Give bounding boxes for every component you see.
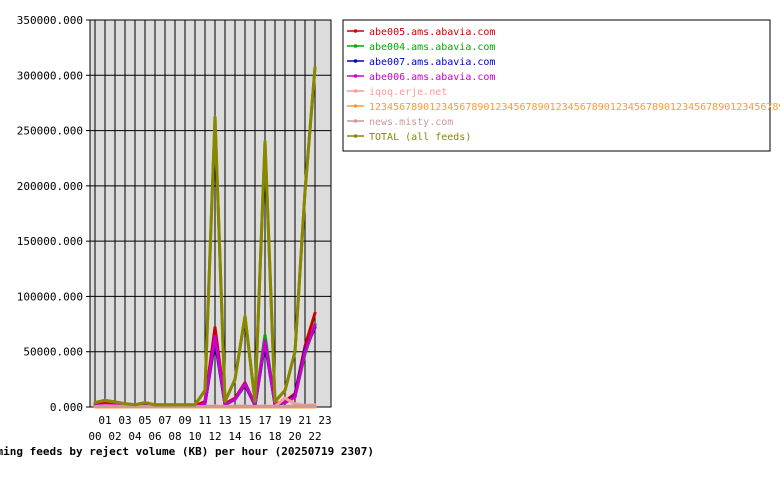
x-tick-label: 04: [128, 430, 142, 443]
legend-label: abe006.ams.abavia.com: [369, 72, 495, 83]
y-axis: 0.000 50000.000 100000.000 150000.000 200000…: [17, 14, 90, 414]
legend-marker: [353, 74, 358, 78]
y-tick-label: 150000.000: [17, 235, 83, 248]
x-tick-label: 05: [138, 414, 151, 427]
x-tick-label: 02: [108, 430, 121, 443]
x-tick-label: 03: [118, 414, 131, 427]
chart-title: Incoming feeds by reject volume (KB) per…: [0, 445, 374, 458]
legend-label: abe004.ams.abavia.com: [369, 42, 495, 53]
series-line-total: [93, 66, 317, 407]
x-tick-label: 09: [178, 414, 191, 427]
legend-marker: [353, 59, 358, 63]
legend-marker: [353, 29, 358, 33]
x-tick-label: 15: [238, 414, 251, 427]
y-tick-label: 200000.000: [17, 180, 83, 193]
y-tick-label: 0.000: [50, 401, 83, 414]
x-tick-label: 06: [148, 430, 161, 443]
x-tick-label: 07: [158, 414, 171, 427]
x-tick-label: 14: [228, 430, 242, 443]
y-tick-label: 50000.000: [23, 346, 83, 359]
x-tick-label: 22: [308, 430, 321, 443]
x-tick-label: 17: [258, 414, 271, 427]
y-tick-label: 100000.000: [17, 290, 83, 303]
legend-marker: [353, 104, 358, 108]
y-tick-label: 350000.000: [17, 14, 83, 27]
x-tick-label: 10: [188, 430, 201, 443]
x-tick-label: 00: [88, 430, 101, 443]
x-tick-label: 20: [288, 430, 301, 443]
legend-label: iqoq.erje.net: [369, 87, 447, 98]
legend-label: news.misty.com: [369, 117, 453, 128]
x-tick-label: 19: [278, 414, 291, 427]
x-tick-label: 12: [208, 430, 221, 443]
x-tick-label: 11: [198, 414, 211, 427]
legend-marker: [353, 119, 358, 123]
legend-box: [342, 19, 771, 152]
y-tick-label: 250000.000: [17, 125, 83, 138]
x-tick-label: 08: [168, 430, 181, 443]
legend-marker: [353, 44, 358, 48]
legend-marker: [353, 134, 358, 138]
series-line: [93, 404, 317, 409]
x-tick-label: 23: [318, 414, 331, 427]
x-tick-label: 16: [248, 430, 261, 443]
y-tick-label: 300000.000: [17, 69, 83, 82]
x-tick-label: 01: [98, 414, 111, 427]
legend-label: abe007.ams.abavia.com: [369, 57, 495, 68]
legend-label: 1234567890123456789012345678901234567890…: [369, 102, 780, 113]
legend: abe005.ams.abavia.com abe004.ams.abavia.c…: [342, 19, 780, 152]
legend-label: TOTAL (all feeds): [369, 132, 471, 143]
legend-marker: [353, 89, 358, 93]
x-axis: 01 03 05 07 09 11 13 15 17 19 21 23 00 02 04 06 08 10 12 14…: [88, 414, 331, 443]
x-tick-label: 18: [268, 430, 281, 443]
series-group: [93, 66, 317, 409]
x-tick-label: 13: [218, 414, 231, 427]
legend-label: abe005.ams.abavia.com: [369, 27, 495, 38]
grid: [90, 19, 331, 408]
x-tick-label: 21: [298, 414, 311, 427]
